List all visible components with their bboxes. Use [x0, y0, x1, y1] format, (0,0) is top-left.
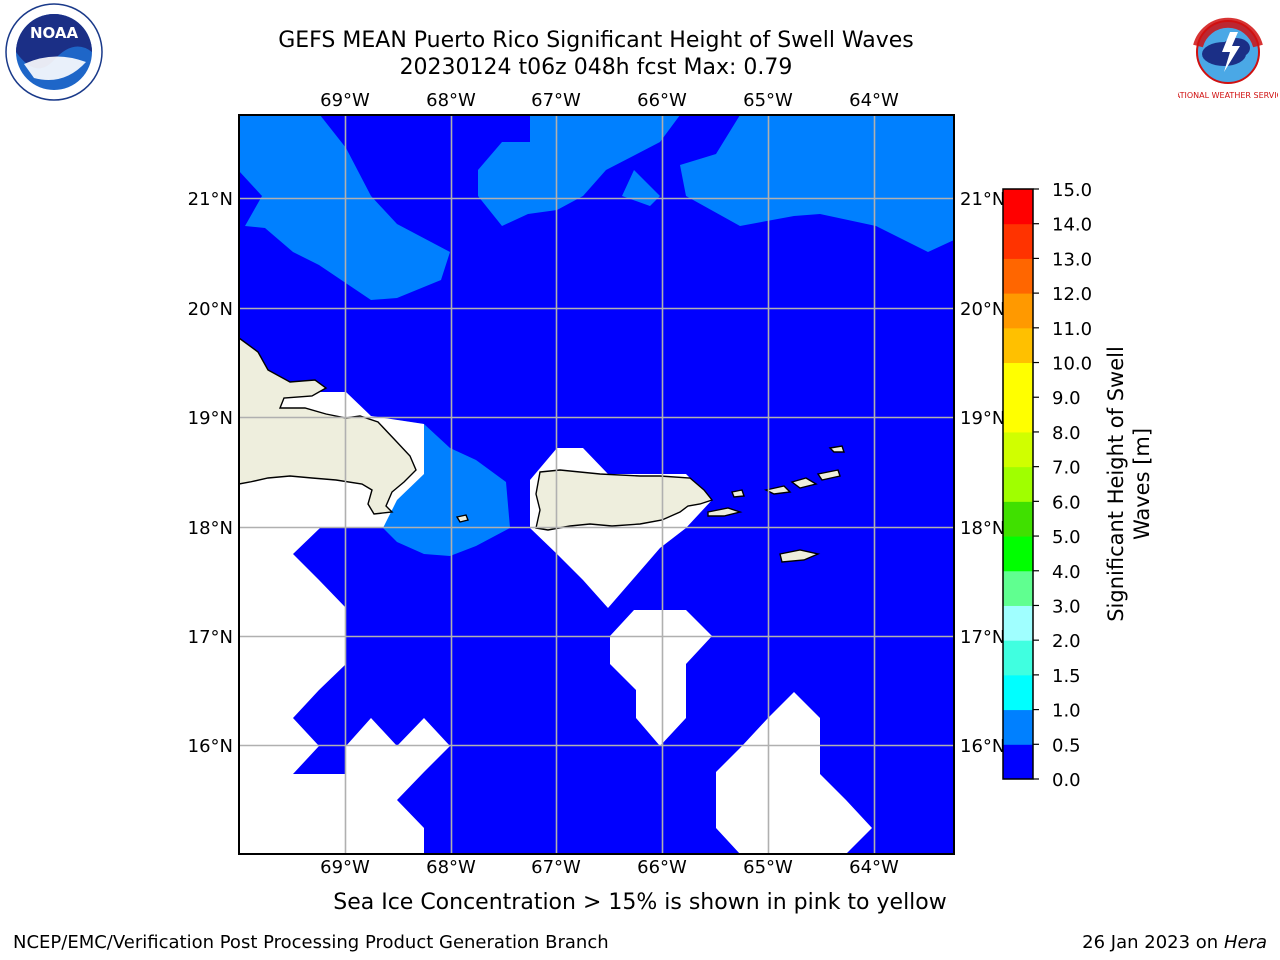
lat-left-21: 21°N	[188, 189, 233, 210]
lat-left-17: 17°N	[188, 627, 233, 648]
lat-left-16: 16°N	[188, 736, 233, 757]
noaa-logo: NOAA	[5, 3, 103, 101]
colorbar-tick-label: 7.0	[1052, 458, 1081, 479]
colorbar-tick-label: 14.0	[1052, 215, 1092, 236]
lon-bottom-69: 69°W	[320, 857, 370, 878]
colorbar-tick-label: 6.0	[1052, 492, 1081, 513]
st-thomas	[763, 485, 792, 495]
colorbar-tick-label: 3.0	[1052, 596, 1081, 617]
land-masses	[238, 336, 845, 563]
colorbar-title-line1: Significant Height of Swell	[1104, 346, 1128, 622]
colorbar-bin-14	[1003, 258, 1033, 294]
lat-right-17: 17°N	[960, 627, 1005, 648]
axis-labels: 69°W 68°W 67°W 66°W 65°W 64°W 69°W 68°W …	[188, 90, 1006, 878]
lon-top-65: 65°W	[743, 90, 793, 111]
colorbar-tick-label: 13.0	[1052, 249, 1092, 270]
colorbar-bin-0	[1003, 744, 1033, 780]
colorbar-bin-8	[1003, 466, 1033, 502]
lat-right-20: 20°N	[960, 299, 1005, 320]
lat-left-19: 19°N	[188, 408, 233, 429]
colorbar-bin-13	[1003, 293, 1033, 329]
colorbar-segments	[1003, 189, 1033, 780]
colorbar-tick-label: 12.0	[1052, 284, 1092, 305]
st-croix	[779, 549, 821, 563]
colorbar-bin-2	[1003, 674, 1033, 711]
sea-ice-note: Sea Ice Concentration > 15% is shown in …	[333, 890, 947, 915]
footer-date: 26 Jan 2023 on Hera	[1082, 932, 1267, 953]
lon-bottom-65: 65°W	[743, 857, 793, 878]
colorbar-tick-label: 9.0	[1052, 388, 1081, 409]
culebra	[731, 489, 745, 498]
colorbar-bin-1	[1003, 709, 1033, 745]
colorbar-title-line2: Waves [m]	[1130, 428, 1154, 540]
nws-logo: NATIONAL WEATHER SERVICE	[1178, 5, 1278, 100]
colorbar-ticks: 15.0 14.0 13.0 12.0 11.0 10.0 9.0 8.0 7.0 6.0 5.0 4…	[1033, 180, 1092, 791]
footer-credit: NCEP/EMC/Verification Post Processing Pr…	[13, 932, 609, 953]
graticule	[239, 115, 954, 854]
colorbar-bin-15	[1003, 223, 1033, 259]
lat-left-20: 20°N	[188, 299, 233, 320]
colorbar-bin-10	[1003, 397, 1033, 433]
lon-top-69: 69°W	[320, 90, 370, 111]
colorbar-bin-4	[1003, 605, 1033, 641]
colorbar-frame	[1002, 188, 1034, 780]
colorbar-bin-16	[1003, 189, 1033, 225]
colorbar-bin-9	[1003, 431, 1033, 468]
colorbar-bin-11	[1003, 362, 1033, 398]
tortola	[790, 477, 818, 489]
mona-island	[455, 514, 469, 523]
colorbar-tick-label: 5.0	[1052, 527, 1081, 548]
colorbar-tick-label: 0.0	[1052, 770, 1081, 791]
lat-right-19: 19°N	[960, 408, 1005, 429]
colorbar-tick-label: 8.0	[1052, 423, 1081, 444]
lat-left-18: 18°N	[188, 518, 233, 539]
chart-subtitle: 20230124 t06z 048h fcst Max: 0.79	[399, 55, 793, 80]
colorbar-tick-label: 0.5	[1052, 735, 1081, 756]
anegada	[828, 445, 845, 453]
lon-bottom-66: 66°W	[637, 857, 687, 878]
colorbar-tick-label: 1.0	[1052, 701, 1081, 722]
map-frame	[238, 114, 955, 855]
lat-right-21: 21°N	[960, 189, 1005, 210]
virgin-gorda	[816, 469, 841, 481]
nws-logo-text: NATIONAL WEATHER SERVICE	[1178, 91, 1278, 100]
lat-right-16: 16°N	[960, 736, 1005, 757]
colorbar-tick-label: 11.0	[1052, 319, 1092, 340]
colorbar-bin-6	[1003, 536, 1033, 572]
colorbar-tick-label: 2.0	[1052, 631, 1081, 652]
colorbar-bin-5	[1003, 570, 1033, 606]
lat-right-18: 18°N	[960, 518, 1005, 539]
lon-bottom-67: 67°W	[531, 857, 581, 878]
puerto-rico	[535, 469, 714, 531]
hispaniola	[238, 336, 417, 515]
vieques	[707, 507, 743, 517]
lon-top-67: 67°W	[531, 90, 581, 111]
chart-title: GEFS MEAN Puerto Rico Significant Height…	[278, 28, 914, 53]
colorbar-bin-12	[1003, 327, 1033, 364]
map-area	[238, 114, 955, 855]
colorbar-tick-label: 1.5	[1052, 666, 1081, 687]
lon-bottom-68: 68°W	[426, 857, 476, 878]
noaa-logo-text: NOAA	[30, 24, 79, 42]
colorbar-tick-label: 4.0	[1052, 562, 1081, 583]
colorbar-bin-7	[1003, 501, 1033, 537]
colorbar-tick-label: 10.0	[1052, 354, 1092, 375]
lon-top-64: 64°W	[849, 90, 899, 111]
colorbar-bin-3	[1003, 640, 1033, 676]
lon-top-66: 66°W	[637, 90, 687, 111]
lon-top-68: 68°W	[426, 90, 476, 111]
colorbar-tick-label: 15.0	[1052, 180, 1092, 201]
colorbar: 15.0 14.0 13.0 12.0 11.0 10.0 9.0 8.0 7.0 6.0 5.0 4…	[1002, 180, 1154, 791]
lon-bottom-64: 64°W	[849, 857, 899, 878]
footer-date-text: 26 Jan 2023 on	[1082, 932, 1224, 953]
footer-machine: Hera	[1223, 932, 1267, 953]
